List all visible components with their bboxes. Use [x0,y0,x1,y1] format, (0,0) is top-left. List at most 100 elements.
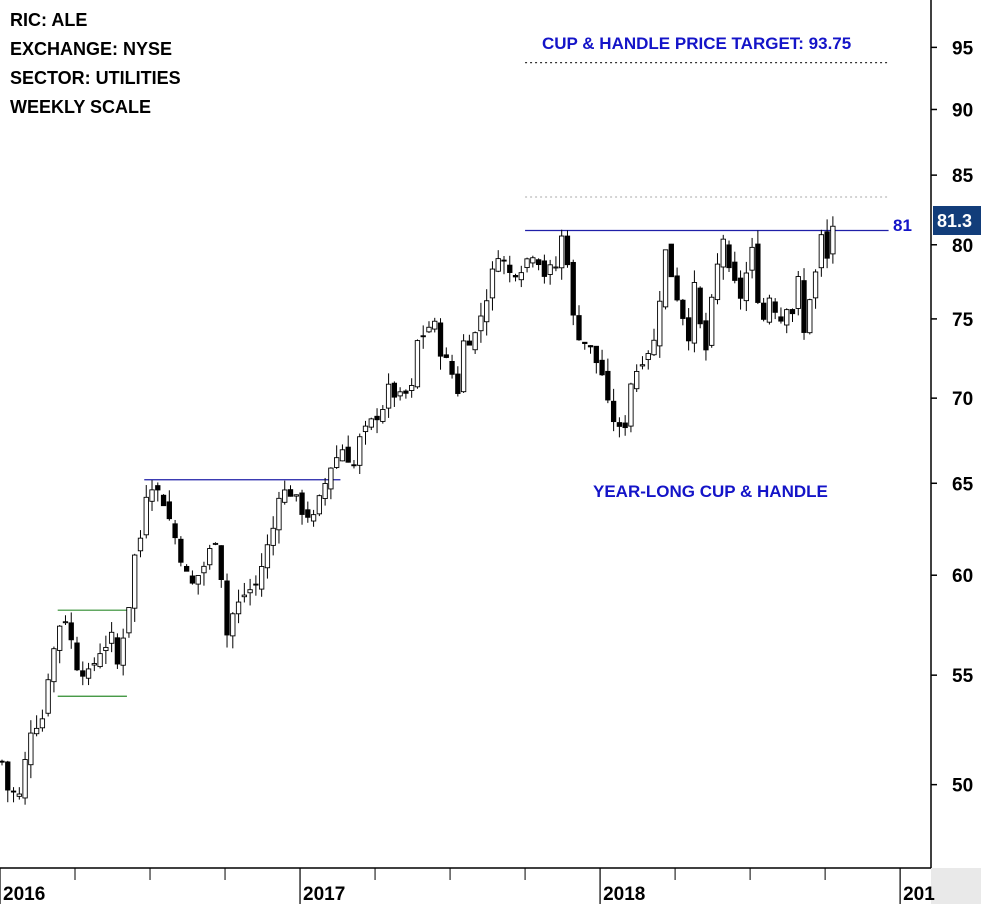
candle-body-up [385,383,392,409]
price-target-annotation: CUP & HANDLE PRICE TARGET: 93.75 [542,34,852,53]
candle-body-down [685,317,692,342]
candle-body-up [97,653,103,668]
chart-levels [57,61,889,697]
candle-body-up [328,467,334,490]
candle-body-up [120,637,126,666]
candle-body-up [766,297,773,323]
candle-body-up [322,483,328,499]
candle-body-up [62,621,69,624]
candle-body-up [310,514,317,522]
candle-body-down [305,509,311,518]
candle-body-up [143,496,149,536]
y-tick-label: 90 [952,100,973,121]
sector-label: SECTOR: UTILITIES [10,68,181,88]
candle-body-up [784,309,790,326]
y-axis-ticks: 50 55 60 65 70 75 80 85 90 95 [931,38,974,797]
y-tick-label: 85 [952,166,974,187]
candle-body-up [201,565,207,574]
candle-body-up [57,625,63,651]
candle-body-down [760,302,767,320]
candle-body-up [397,391,403,397]
candle-body-down [437,322,444,357]
candle-body-down [218,545,224,580]
candle-body-down [789,309,796,315]
candle-body-down [737,277,744,299]
ric-label: RIC: ALE [10,10,88,30]
candle-body-up [235,601,242,615]
candle-body-down [755,243,761,303]
candle-body-down [449,360,455,375]
candle-body-up [212,542,219,545]
candle-body-down [564,235,571,266]
candle-body-up [39,718,46,729]
candle-body-up [149,489,155,502]
candle-body-down [80,670,86,677]
candle-body-up [33,727,40,735]
candle-body-down [801,280,807,333]
candle-body-up [518,272,524,281]
y-tick-label: 55 [952,666,974,687]
candle-body-down [703,320,709,351]
candle-body-down [10,790,17,793]
candle-body-up [230,613,236,637]
last-price-box: 81.3 [933,206,981,235]
candle-body-down [160,494,167,507]
candle-body-up [22,759,28,799]
candle-body-up [103,646,109,652]
candle-body-up [812,271,819,299]
candle-body-up [247,589,253,594]
candle-body-down [778,316,784,322]
x-axis-ticks: 2016 2017 2018 201 [0,868,935,904]
candle-body-down [582,341,588,344]
candle-body-down [824,231,830,259]
candle-body-down [732,261,738,281]
candle-body-down [391,382,398,398]
candle-body-up [380,409,386,422]
candle-body-down [5,761,11,791]
candle-body-down [512,275,519,278]
candle-body-up [316,495,322,515]
candle-body-up [645,353,651,361]
candle-body-up [484,300,490,323]
candle-body-up [749,246,755,271]
candle-body-down [674,275,680,301]
candle-body-up [478,315,484,332]
candle-body-up [634,370,640,390]
candle-body-down [605,370,611,401]
candle-body-up [276,497,282,531]
candle-body-up [108,631,115,644]
candle-body-down [114,637,121,665]
y-tick-label: 80 [952,236,973,257]
candle-body-down [420,335,426,338]
candle-body-up [339,449,346,462]
candle-body-up [657,300,663,347]
candle-body-up [16,793,22,797]
candle-body-up [51,648,57,683]
x-tick-label: 2018 [603,884,645,904]
y-tick-label: 75 [952,310,974,331]
candle-body-up [28,732,34,766]
y-tick-label: 65 [952,474,974,495]
candle-body-up [460,340,467,393]
candle-body-down [576,315,582,341]
y-tick-label: 50 [952,776,973,797]
candle-body-down [599,359,605,376]
svg-text:81.3: 81.3 [937,211,972,231]
candle-body-up [259,566,265,590]
pattern-annotation: YEAR-LONG CUP & HANDLE [593,482,828,501]
candle-body-down [189,575,196,584]
candle-body-up [830,225,836,255]
candle-body-down [697,287,703,325]
candle-body-down [466,340,473,346]
candle-body-up [409,385,415,391]
candle-body-up [270,527,276,546]
candle-body-down [507,264,513,273]
candle-body-down [403,390,409,394]
candle-body-down [535,259,542,266]
candle-body-down [541,260,548,277]
candle-body-down [570,261,576,316]
x-tick-label: 201 [903,884,935,904]
axis-corner-box [931,868,981,904]
candle-body-up [553,266,559,269]
